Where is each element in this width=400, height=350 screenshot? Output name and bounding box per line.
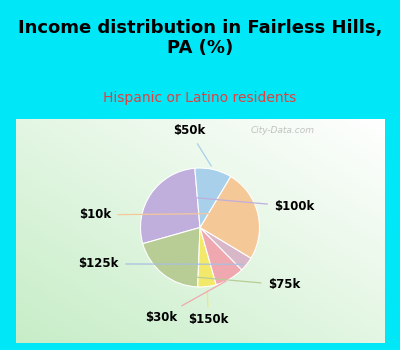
Wedge shape <box>195 168 231 228</box>
Text: Hispanic or Latino residents: Hispanic or Latino residents <box>103 91 297 105</box>
Wedge shape <box>200 176 260 258</box>
Wedge shape <box>143 228 200 287</box>
Wedge shape <box>198 228 216 287</box>
Text: $150k: $150k <box>188 291 228 327</box>
Text: City-Data.com: City-Data.com <box>250 126 314 134</box>
Text: Income distribution in Fairless Hills,
PA (%): Income distribution in Fairless Hills, P… <box>18 19 382 57</box>
Text: $50k: $50k <box>173 124 211 166</box>
Text: $125k: $125k <box>78 257 242 271</box>
Text: $100k: $100k <box>155 194 315 213</box>
Text: $10k: $10k <box>79 208 254 222</box>
Wedge shape <box>200 228 251 270</box>
Wedge shape <box>200 228 242 285</box>
Wedge shape <box>140 168 200 244</box>
Text: $75k: $75k <box>167 275 300 292</box>
Text: $30k: $30k <box>146 281 226 324</box>
